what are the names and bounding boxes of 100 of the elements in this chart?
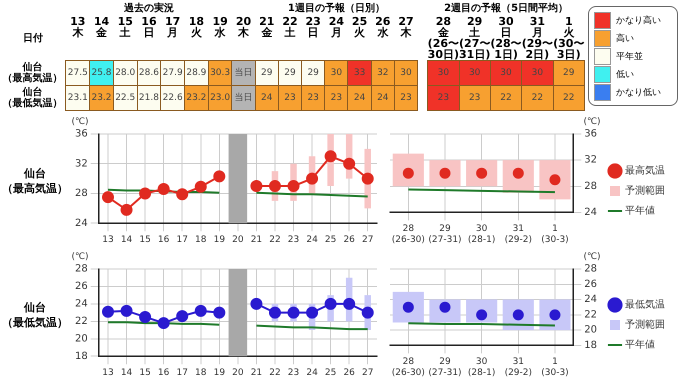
point xyxy=(306,172,318,185)
y2-tick-label: 22 xyxy=(584,309,598,320)
y-tick-label: 28 xyxy=(74,264,88,275)
category-label: 平年並 xyxy=(616,50,643,62)
x-tick-label: 15 xyxy=(139,234,151,245)
x-axis-title: 日付 xyxy=(22,32,44,46)
x-tick-label: 14 xyxy=(120,234,133,245)
y-tick-label: 22 xyxy=(74,316,88,327)
y2-tick-label: 18 xyxy=(584,340,598,351)
x-tick-label: 30 (28-1) xyxy=(468,224,496,245)
x-tick-label: 15 xyxy=(139,368,151,378)
data-label: 30 xyxy=(428,60,460,86)
y2-tick-label: 28 xyxy=(584,264,598,275)
x-tick-label: 24 月 xyxy=(328,15,346,41)
data-label: 24 xyxy=(371,86,394,110)
x-tick-label: 29 (27-31) xyxy=(428,224,462,245)
x-tick-label: 23 xyxy=(288,234,300,245)
data-label: 28.0 xyxy=(113,60,138,86)
data-label: 30 xyxy=(459,60,490,86)
data-label: 29 xyxy=(255,60,278,86)
x-tick-label: 16 日 xyxy=(140,15,158,41)
y2-tick-label: 28 xyxy=(584,180,598,192)
x-tick-label: 14 金 xyxy=(92,15,110,41)
point xyxy=(176,188,188,200)
data-label: 33 xyxy=(348,60,372,86)
data-label: 23 xyxy=(394,86,418,110)
point xyxy=(288,306,300,319)
x-tick-label: 13 木 xyxy=(69,15,86,41)
x-tick-label: 1 火 (30〜 3日) xyxy=(553,15,584,61)
data-label: 29 xyxy=(553,60,584,86)
x-tick-label: 30 (28-1) xyxy=(468,357,496,378)
x-tick-label: 24 xyxy=(306,368,318,378)
x-tick-label: 16 xyxy=(158,368,170,378)
x-tick-label: 27 xyxy=(362,234,374,245)
category-label: かなり高い xyxy=(616,14,661,26)
point xyxy=(343,298,356,310)
legend-label: 予測範囲 xyxy=(625,184,665,197)
x-tick-label: 21 金 xyxy=(258,15,276,41)
y2-tick-label: 24 xyxy=(584,206,598,218)
point xyxy=(139,187,152,200)
x-tick-label: 29 土 (27〜 31日) xyxy=(459,15,490,61)
point xyxy=(102,306,114,318)
data-label: 21.8 xyxy=(137,86,161,110)
text: 過去の実況 xyxy=(122,1,175,16)
text: 当日 xyxy=(234,68,253,78)
x-tick-label: 22 土 xyxy=(281,15,299,41)
x-tick-label: 30 日 (28〜 1日) xyxy=(490,15,522,61)
x-tick-label: 26 水 xyxy=(374,15,392,41)
y2-tick-label: 36 xyxy=(584,128,598,140)
point xyxy=(268,306,281,319)
y-tick-label: 20 xyxy=(74,333,88,344)
y-tick-label: 32 xyxy=(74,158,88,170)
data-label: 22 xyxy=(490,86,522,110)
data-label: 23 xyxy=(459,86,490,110)
legend-label: 平年値 xyxy=(625,338,655,351)
x-tick-label: 27 木 xyxy=(397,15,415,41)
point xyxy=(194,304,207,317)
text: 1週目の予報（日別） xyxy=(286,2,386,16)
data-label: 32 xyxy=(371,60,394,86)
data-label: 30 xyxy=(394,60,418,86)
x-tick-label: 1 (30-3) xyxy=(541,224,569,245)
data-label: 22.6 xyxy=(160,86,185,110)
y-axis-title: (℃) xyxy=(71,252,89,262)
data-label: 30 xyxy=(490,60,522,86)
data-label: 25.8 xyxy=(90,60,114,86)
x-tick-label: 26 xyxy=(343,368,356,378)
x-tick-label: 14 xyxy=(120,368,133,378)
legend-label: 予測範囲 xyxy=(625,318,665,331)
x-tick-label: 18 xyxy=(195,368,207,378)
point xyxy=(250,298,262,310)
x-tick-label: 22 xyxy=(269,234,281,245)
point xyxy=(288,180,300,192)
x-tick-label: 15 土 xyxy=(116,15,134,41)
point xyxy=(324,150,337,162)
x-tick-label: 1 (30-3) xyxy=(541,357,569,378)
point xyxy=(120,304,133,317)
data-label: 30 xyxy=(522,60,554,86)
x-tick-label: 17 xyxy=(176,234,188,245)
data-label: 28.9 xyxy=(184,60,208,86)
x-tick-label: 19 xyxy=(214,368,226,378)
point xyxy=(362,306,374,319)
point xyxy=(343,158,356,170)
data-label: 28.6 xyxy=(137,60,161,86)
data-label: 22.5 xyxy=(113,86,138,110)
point xyxy=(139,310,152,323)
data-label: 23.2 xyxy=(184,86,208,110)
x-tick-label: 28 金 (26〜 30日) xyxy=(428,15,460,61)
data-label: 24 xyxy=(255,86,278,110)
y2-tick-label: 26 xyxy=(584,278,598,290)
data-label: 23 xyxy=(428,86,460,110)
category-label: 高い xyxy=(616,32,634,44)
x-tick-label: 31 月 (29〜 2日) xyxy=(522,15,554,61)
x-tick-label: 17 月 xyxy=(164,15,182,41)
x-tick-label: 25 火 xyxy=(350,15,368,41)
data-label: 24 xyxy=(348,86,372,110)
x-tick-label: 27 xyxy=(362,368,374,378)
x-tick-label: 17 xyxy=(176,368,188,378)
x-tick-label: 16 xyxy=(158,234,170,245)
y-tick-label: 24 xyxy=(74,298,88,310)
x-tick-label: 20 xyxy=(232,234,244,245)
